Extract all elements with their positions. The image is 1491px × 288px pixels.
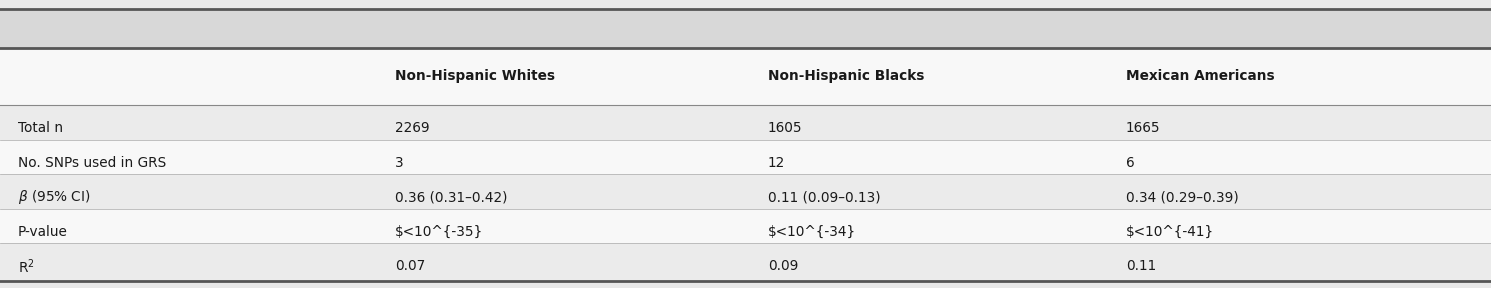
Text: Total n: Total n bbox=[18, 121, 63, 135]
Text: 1605: 1605 bbox=[768, 121, 802, 135]
Text: 0.09: 0.09 bbox=[768, 259, 798, 273]
Text: 0.34 (0.29–0.39): 0.34 (0.29–0.39) bbox=[1126, 190, 1239, 204]
FancyBboxPatch shape bbox=[0, 243, 1491, 278]
FancyBboxPatch shape bbox=[0, 278, 1491, 281]
Text: 0.36 (0.31–0.42): 0.36 (0.31–0.42) bbox=[395, 190, 507, 204]
Text: 2269: 2269 bbox=[395, 121, 429, 135]
Text: No. SNPs used in GRS: No. SNPs used in GRS bbox=[18, 156, 166, 170]
Text: 3: 3 bbox=[395, 156, 404, 170]
Text: 1665: 1665 bbox=[1126, 121, 1160, 135]
Text: $<10^{-41}: $<10^{-41} bbox=[1126, 225, 1214, 239]
Text: P-value: P-value bbox=[18, 225, 67, 239]
Text: 6: 6 bbox=[1126, 156, 1135, 170]
Text: Non-Hispanic Whites: Non-Hispanic Whites bbox=[395, 69, 555, 83]
Text: $<10^{-35}: $<10^{-35} bbox=[395, 225, 483, 239]
Text: Non-Hispanic Blacks: Non-Hispanic Blacks bbox=[768, 69, 924, 83]
Text: 0.11: 0.11 bbox=[1126, 259, 1156, 273]
Text: 0.07: 0.07 bbox=[395, 259, 425, 273]
FancyBboxPatch shape bbox=[0, 209, 1491, 243]
Text: Mexican Americans: Mexican Americans bbox=[1126, 69, 1275, 83]
FancyBboxPatch shape bbox=[0, 48, 1491, 105]
FancyBboxPatch shape bbox=[0, 9, 1491, 48]
FancyBboxPatch shape bbox=[0, 140, 1491, 174]
FancyBboxPatch shape bbox=[0, 174, 1491, 209]
Text: R$^2$: R$^2$ bbox=[18, 257, 34, 276]
FancyBboxPatch shape bbox=[0, 105, 1491, 140]
Text: 12: 12 bbox=[768, 156, 786, 170]
Text: $\beta$ (95% CI): $\beta$ (95% CI) bbox=[18, 188, 91, 206]
Text: $<10^{-34}: $<10^{-34} bbox=[768, 225, 856, 239]
Text: 0.11 (0.09–0.13): 0.11 (0.09–0.13) bbox=[768, 190, 881, 204]
